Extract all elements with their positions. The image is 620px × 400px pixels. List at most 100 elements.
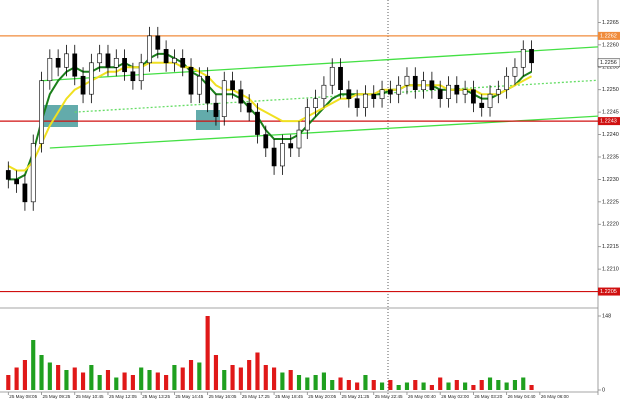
candle-body [346, 89, 352, 99]
volume-bar [288, 370, 293, 390]
volume-bar [64, 370, 69, 390]
candle-body [72, 53, 78, 77]
candle-body [88, 62, 94, 95]
volume-bar [363, 375, 368, 390]
x-tick-label: 25 May 10:45 [76, 394, 104, 399]
candle-body [296, 129, 302, 149]
candle-body [113, 58, 119, 68]
candle-body [221, 80, 227, 117]
volume-bar [529, 385, 534, 390]
candle-body [512, 66, 518, 77]
volume-bar [230, 365, 235, 390]
volume-bar [263, 365, 268, 390]
volume-bar [479, 380, 484, 390]
candle-body [205, 75, 211, 104]
candle-body [97, 53, 103, 64]
volume-tick-label: 0 [602, 387, 605, 393]
volume-bar [429, 385, 434, 390]
volume-bar [97, 375, 102, 390]
x-tick-label: 26 May 02:00 [441, 394, 469, 399]
y-tick-label: 1.2225 [602, 199, 619, 205]
x-tick-label: 25 May 21:25 [342, 394, 370, 399]
y-tick-label: 1.2230 [602, 177, 619, 183]
volume-bar [188, 360, 194, 390]
current-price-box [597, 58, 620, 68]
volume-bar [305, 377, 310, 390]
y-tick-label: 1.2235 [602, 154, 619, 160]
candle-body [371, 93, 377, 99]
y-tick-label: 1.2210 [602, 267, 619, 273]
volume-bar [512, 380, 518, 390]
volume-bar [22, 360, 27, 390]
volume-bar [47, 362, 52, 390]
candle-body [39, 80, 44, 144]
y-tick-label: 1.2265 [602, 20, 619, 26]
candle-body [30, 143, 36, 203]
candle-body [138, 62, 144, 82]
candle-body [288, 143, 294, 149]
x-tick-label: 26 May 03:20 [474, 394, 502, 399]
x-tick-label: 26 May 06:00 [541, 394, 569, 399]
candle-body [47, 58, 53, 82]
volume-bar [155, 372, 160, 390]
y-tick-label: 1.2260 [602, 42, 619, 48]
volume-tick-label: 148 [602, 313, 611, 319]
x-tick-label: 25 May 17:25 [242, 394, 270, 399]
x-tick-label: 25 May 22:45 [375, 394, 403, 399]
candle-body [172, 58, 177, 64]
candle-body [321, 84, 327, 99]
candle-body [263, 134, 269, 149]
volume-bar [296, 375, 302, 390]
candle-body [5, 170, 11, 180]
volume-bar [6, 375, 11, 390]
volume-bar [280, 372, 285, 390]
candle-body [271, 147, 277, 167]
candle-body [180, 58, 186, 68]
level-label-box [598, 31, 620, 40]
current-price-label: 1.2256 [600, 60, 617, 66]
x-tick-label: 25 May 14:45 [175, 394, 203, 399]
volume-bar [114, 377, 119, 390]
volume-bar [421, 382, 426, 390]
volume-bar [72, 367, 77, 390]
volume-bar [521, 377, 526, 390]
x-tick-label: 26 May 00:40 [408, 394, 436, 399]
volume-bar [396, 385, 401, 390]
candle-body [280, 143, 285, 167]
candle-body [64, 53, 69, 68]
volume-bar [122, 372, 127, 390]
candle-body [313, 98, 318, 108]
candle-body [363, 93, 368, 108]
candle-body [454, 84, 460, 95]
candle-body [246, 102, 252, 113]
level-label-box [598, 287, 620, 296]
x-tick-label: 25 May 12:05 [109, 394, 137, 399]
candle-body [105, 53, 111, 68]
volume-bar [130, 375, 135, 390]
volume-bar [321, 372, 326, 390]
volume-bar [80, 372, 86, 390]
x-tick-label: 25 May 18:45 [275, 394, 303, 399]
y-tick-label: 1.2245 [602, 110, 619, 116]
volume-bar [496, 380, 501, 390]
volume-bar [139, 367, 144, 390]
volume-bar [31, 340, 36, 390]
volume-bar [413, 380, 418, 390]
candle-body [504, 75, 510, 91]
volume-bar [346, 380, 351, 390]
volume-bar [454, 380, 459, 390]
volume-bar [330, 380, 335, 390]
candle-body [55, 58, 61, 68]
candle-body [147, 35, 152, 64]
candle-body [188, 66, 194, 95]
candle-body [14, 179, 19, 185]
candle-body [230, 80, 235, 91]
x-tick-label: 26 May 04:40 [508, 394, 536, 399]
candle-body [479, 102, 485, 108]
candle-body [163, 49, 169, 64]
y-tick-label: 1.2240 [602, 132, 619, 138]
level-label-box [598, 117, 620, 126]
volume-bar [446, 382, 451, 390]
candle-body [437, 89, 443, 99]
